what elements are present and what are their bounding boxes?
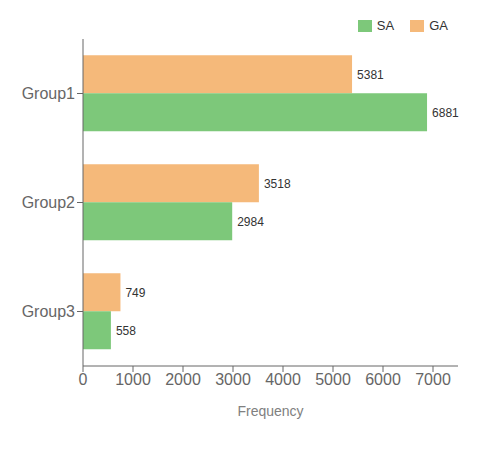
svg-text:2984: 2984 — [237, 215, 264, 229]
svg-text:1000: 1000 — [115, 371, 151, 388]
html-text:SA: SA — [376, 18, 395, 33]
svg-text:2000: 2000 — [165, 371, 201, 388]
svg-text:Group1: Group1 — [22, 85, 75, 102]
svg-text:Group2: Group2 — [22, 194, 75, 211]
svg-text:749: 749 — [125, 286, 145, 300]
svg-text:5000: 5000 — [315, 371, 351, 388]
html-text:GA: GA — [429, 18, 448, 33]
svg-text:7000: 7000 — [415, 371, 451, 388]
svg-text:3518: 3518 — [264, 177, 291, 191]
svg-text:0: 0 — [79, 371, 88, 388]
svg-text:558: 558 — [116, 324, 136, 338]
svg-text:3000: 3000 — [215, 371, 251, 388]
svg-text:6000: 6000 — [365, 371, 401, 388]
svg-text:4000: 4000 — [265, 371, 301, 388]
svg-text:6881: 6881 — [432, 106, 459, 120]
svg-text:Frequency: Frequency — [237, 403, 303, 419]
svg-text:Group3: Group3 — [22, 303, 75, 320]
svg-text:5381: 5381 — [357, 68, 384, 82]
